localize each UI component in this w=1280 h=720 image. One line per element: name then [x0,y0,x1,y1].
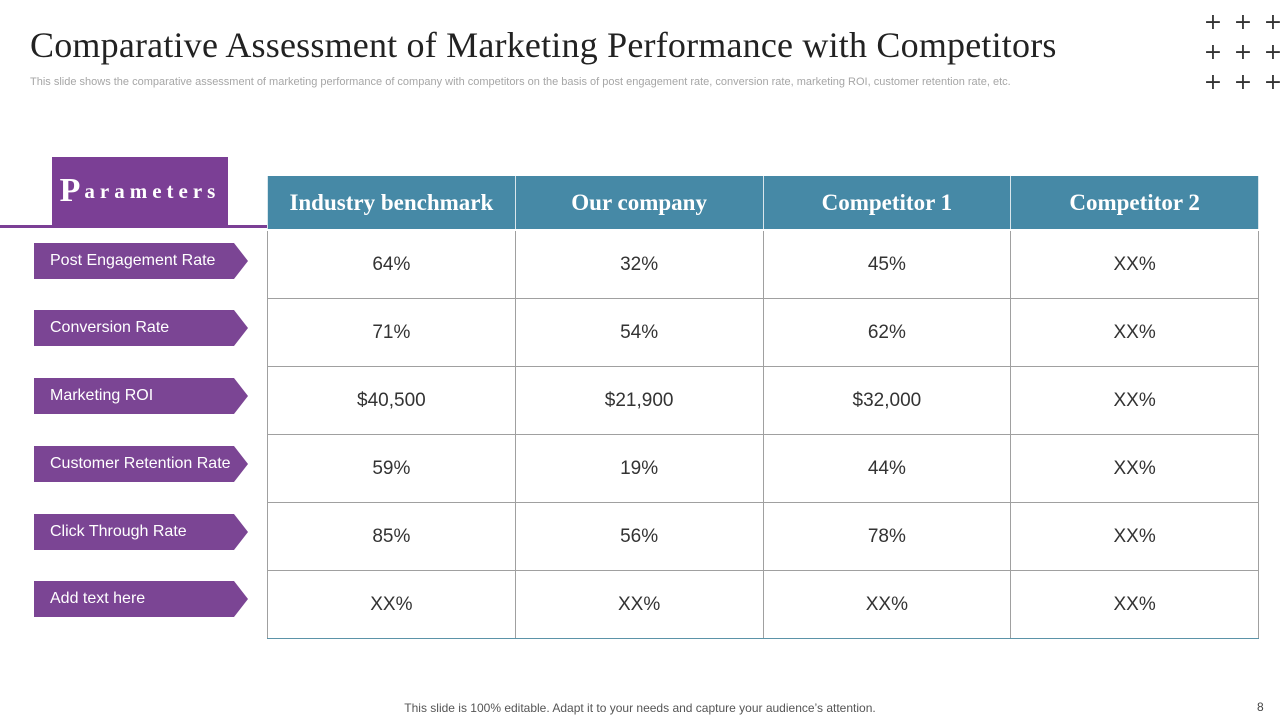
table-cell: XX% [1010,434,1259,503]
table-cell: $21,900 [514,366,764,435]
parameter-conversion-rate: Conversion Rate [34,310,248,346]
table-cell: 59% [267,434,516,503]
table-cell: 64% [267,229,516,299]
parameter-customer-retention-rate: Customer Retention Rate [34,446,248,482]
table-cell: 78% [762,502,1012,571]
column-header-competitor-2: Competitor 2 [1010,176,1259,231]
table-row: 64% 32% 45% XX% [267,229,1259,299]
decorative-plus-grid: + + + + + + + + + [1198,8,1280,98]
table-cell: XX% [1010,366,1259,435]
parameters-header-rest: arameters [84,178,221,203]
table-cell: $32,000 [762,366,1012,435]
plus-icon: + [1203,40,1223,65]
table-cell: XX% [1010,298,1259,367]
table-cell: 71% [267,298,516,367]
table-cell: 62% [762,298,1012,367]
comparison-table: Industry benchmark Our company Competito… [267,176,1259,639]
table-row: 71% 54% 62% XX% [267,298,1259,367]
table-cell: 56% [514,502,764,571]
column-header-our-company: Our company [514,176,764,231]
plus-icon: + [1263,10,1280,35]
parameters-divider [0,225,268,228]
parameters-header-initial: P [59,172,85,209]
table-cell: 19% [514,434,764,503]
table-cell: XX% [1010,570,1259,639]
parameter-marketing-roi: Marketing ROI [34,378,248,414]
table-header-row: Industry benchmark Our company Competito… [267,176,1259,231]
plus-icon: + [1203,10,1223,35]
plus-icon: + [1233,70,1253,95]
plus-icon: + [1233,40,1253,65]
table-cell: XX% [514,570,764,639]
page-number: 8 [1257,700,1264,714]
table-cell: XX% [762,570,1012,639]
table-cell: XX% [1010,229,1259,299]
slide-subtitle: This slide shows the comparative assessm… [30,76,1011,88]
table-cell: 32% [514,229,764,299]
parameter-post-engagement-rate: Post Engagement Rate [34,243,248,279]
parameter-add-text: Add text here [34,581,248,617]
plus-icon: + [1203,70,1223,95]
table-cell: XX% [1010,502,1259,571]
column-header-industry-benchmark: Industry benchmark [267,176,516,231]
table-cell: 44% [762,434,1012,503]
plus-icon: + [1263,40,1280,65]
slide-title: Comparative Assessment of Marketing Perf… [30,25,1057,65]
plus-icon: + [1263,70,1280,95]
table-cell: 54% [514,298,764,367]
slide-footer: This slide is 100% editable. Adapt it to… [404,701,876,715]
parameter-click-through-rate: Click Through Rate [34,514,248,550]
table-cell: 45% [762,229,1012,299]
table-row: XX% XX% XX% XX% [267,570,1259,639]
table-row: 59% 19% 44% XX% [267,434,1259,503]
column-header-competitor-1: Competitor 1 [762,176,1012,231]
table-row: 85% 56% 78% XX% [267,502,1259,571]
table-cell: $40,500 [267,366,516,435]
table-cell: XX% [267,570,516,639]
table-cell: 85% [267,502,516,571]
table-row: $40,500 $21,900 $32,000 XX% [267,366,1259,435]
plus-icon: + [1233,10,1253,35]
